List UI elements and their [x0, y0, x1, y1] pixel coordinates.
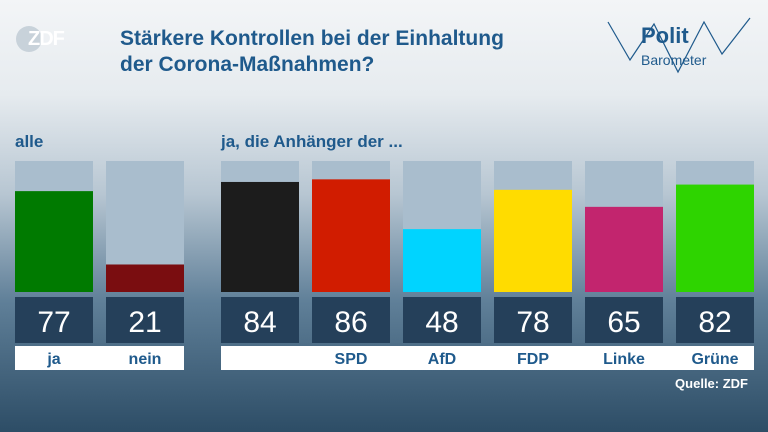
- chart-title-line-1: Stärkere Kontrollen bei der Einhaltung: [120, 27, 504, 50]
- category-label-nein: nein: [129, 351, 162, 368]
- bar-bar-1-0: [221, 181, 299, 292]
- value-label-fdp: 78: [516, 306, 549, 339]
- value-box-linke: [585, 297, 663, 343]
- category-label-grüne: Grüne: [691, 351, 738, 368]
- value-label-afd: 48: [425, 306, 458, 339]
- value-box-afd: [403, 297, 481, 343]
- group-label-alle: alle: [15, 132, 44, 151]
- bar-fdp: [494, 189, 572, 292]
- value-box-ja: [15, 297, 93, 343]
- politbarometer-logo: Polit Barometer: [604, 14, 756, 78]
- bar-afd: [403, 229, 481, 292]
- politbarometer-zigzag-icon: [607, 17, 751, 74]
- value-box-grüne: [676, 297, 754, 343]
- zdf-logo-text: ZDF: [28, 28, 65, 50]
- politbarometer-logo-barometer: Barometer: [641, 52, 707, 68]
- bar-nein: [106, 264, 184, 292]
- value-box-spd: [312, 297, 390, 343]
- zdf-logo: ZDF: [14, 22, 65, 61]
- bar-spd: [312, 179, 390, 292]
- value-box-nein: [106, 297, 184, 343]
- value-label-nein: 21: [128, 306, 161, 339]
- category-label-fdp: FDP: [517, 351, 549, 368]
- chart-title: Stärkere Kontrollen bei der Einhaltung d…: [120, 26, 590, 78]
- value-box-bar-1-0: [221, 297, 299, 343]
- value-label-linke: 65: [607, 306, 640, 339]
- bar-linke: [585, 206, 663, 292]
- category-label-afd: AfD: [428, 351, 456, 368]
- value-label-grüne: 82: [698, 306, 731, 339]
- source-note: Quelle: ZDF: [675, 376, 748, 391]
- label-strip: [15, 346, 184, 370]
- label-strip: [221, 346, 754, 370]
- bar-ja: [15, 191, 93, 292]
- group-label-anhaenger: ja, die Anhänger der ...: [221, 132, 403, 151]
- bar-grüne: [676, 184, 754, 292]
- value-label-bar-1-0: 84: [243, 306, 276, 339]
- value-label-spd: 86: [334, 306, 367, 339]
- politbarometer-logo-polit: Polit: [641, 23, 689, 48]
- category-label-linke: Linke: [603, 351, 645, 368]
- chart-title-line-2: der Corona-Maßnahmen?: [120, 53, 375, 76]
- value-label-ja: 77: [37, 306, 70, 339]
- category-label-ja: ja: [46, 351, 60, 368]
- value-box-fdp: [494, 297, 572, 343]
- zdf-logo-mark: [16, 26, 42, 52]
- category-label-spd: SPD: [335, 351, 368, 368]
